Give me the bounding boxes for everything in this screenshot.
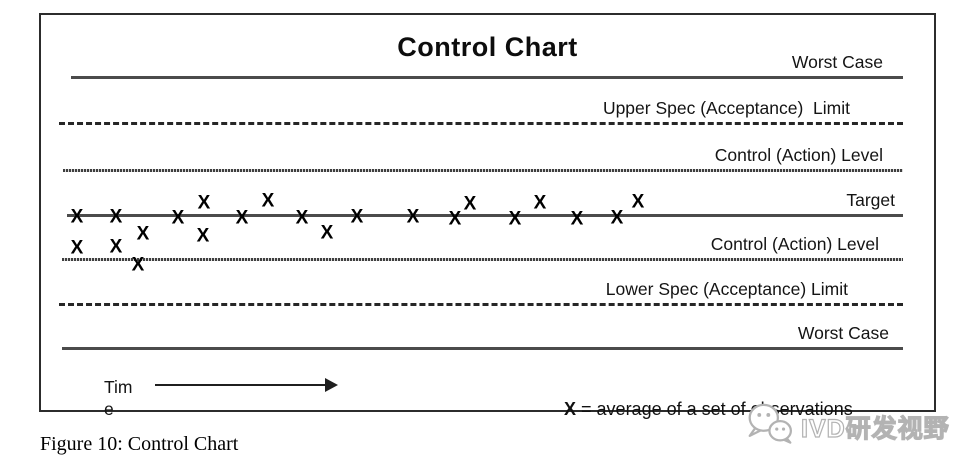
control-chart-box (39, 13, 936, 412)
data-point-x-marker: X (350, 206, 364, 228)
watermark: IVD研发视野 (744, 402, 950, 451)
data-point-x-marker: X (610, 207, 624, 229)
time-arrow-head-icon (325, 378, 338, 392)
reference-line-label: Worst Case (791, 52, 883, 72)
data-point-x-marker: X (196, 225, 210, 247)
reference-line (67, 214, 903, 217)
data-point-x-marker: X (295, 207, 309, 229)
reference-line (59, 122, 903, 125)
reference-line-label: Control (Action) Level (714, 145, 883, 165)
chart-title: Control Chart (397, 32, 578, 62)
watermark-text: IVD研发视野 (800, 414, 950, 443)
data-point-x-marker: X (171, 207, 185, 229)
reference-line (59, 303, 903, 306)
reference-line-label: Lower Spec (Acceptance) Limit (605, 279, 848, 299)
time-axis-label: Tim e (104, 376, 133, 420)
reference-line-label: Worst Case (797, 323, 889, 343)
data-point-x-marker: X (131, 254, 145, 276)
time-axis-label-line2: e (104, 399, 114, 419)
data-point-x-marker: X (70, 237, 84, 259)
data-point-x-marker: X (508, 208, 522, 230)
data-point-x-marker: X (448, 208, 462, 230)
figure-caption: Figure 10: Control Chart (40, 433, 239, 455)
wechat-chat-bubbles-icon (744, 402, 796, 451)
data-point-x-marker: X (631, 191, 645, 213)
time-arrow-line (155, 384, 325, 386)
reference-line (71, 76, 903, 79)
reference-line-label: Control (Action) Level (710, 234, 879, 254)
data-point-x-marker: X (235, 207, 249, 229)
data-point-x-marker: X (136, 223, 150, 245)
data-point-x-marker: X (109, 236, 123, 258)
data-point-x-marker: X (463, 193, 477, 215)
reference-line (62, 258, 903, 261)
reference-line (63, 169, 903, 172)
legend-marker-glyph: X (564, 399, 577, 419)
data-point-x-marker: X (320, 222, 334, 244)
data-point-x-marker: X (533, 192, 547, 214)
reference-line-label: Target (846, 190, 895, 210)
data-point-x-marker: X (70, 206, 84, 228)
reference-line (62, 347, 903, 350)
data-point-x-marker: X (109, 206, 123, 228)
data-point-x-marker: X (261, 190, 275, 212)
data-point-x-marker: X (570, 208, 584, 230)
time-axis-label-line1: Tim (104, 377, 133, 397)
data-point-x-marker: X (406, 206, 420, 228)
data-point-x-marker: X (197, 192, 211, 214)
reference-line-label: Upper Spec (Acceptance) Limit (602, 98, 850, 118)
